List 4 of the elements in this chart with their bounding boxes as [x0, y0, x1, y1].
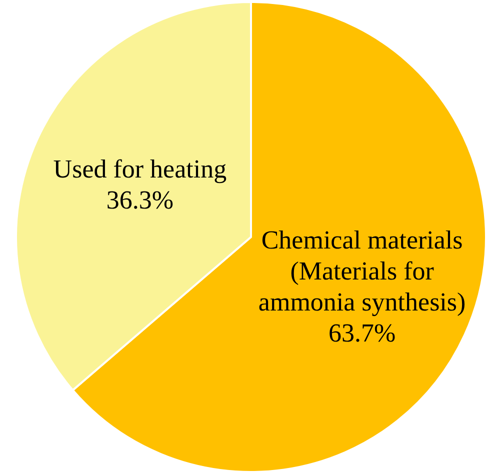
slice-label: Used for heating: [53, 154, 227, 184]
data-label: 63.7%: [328, 318, 396, 348]
slice-label: Chemical materials (Materials for ammonia synthesis): [258, 225, 466, 316]
data-label: 36.3%: [106, 185, 174, 214]
